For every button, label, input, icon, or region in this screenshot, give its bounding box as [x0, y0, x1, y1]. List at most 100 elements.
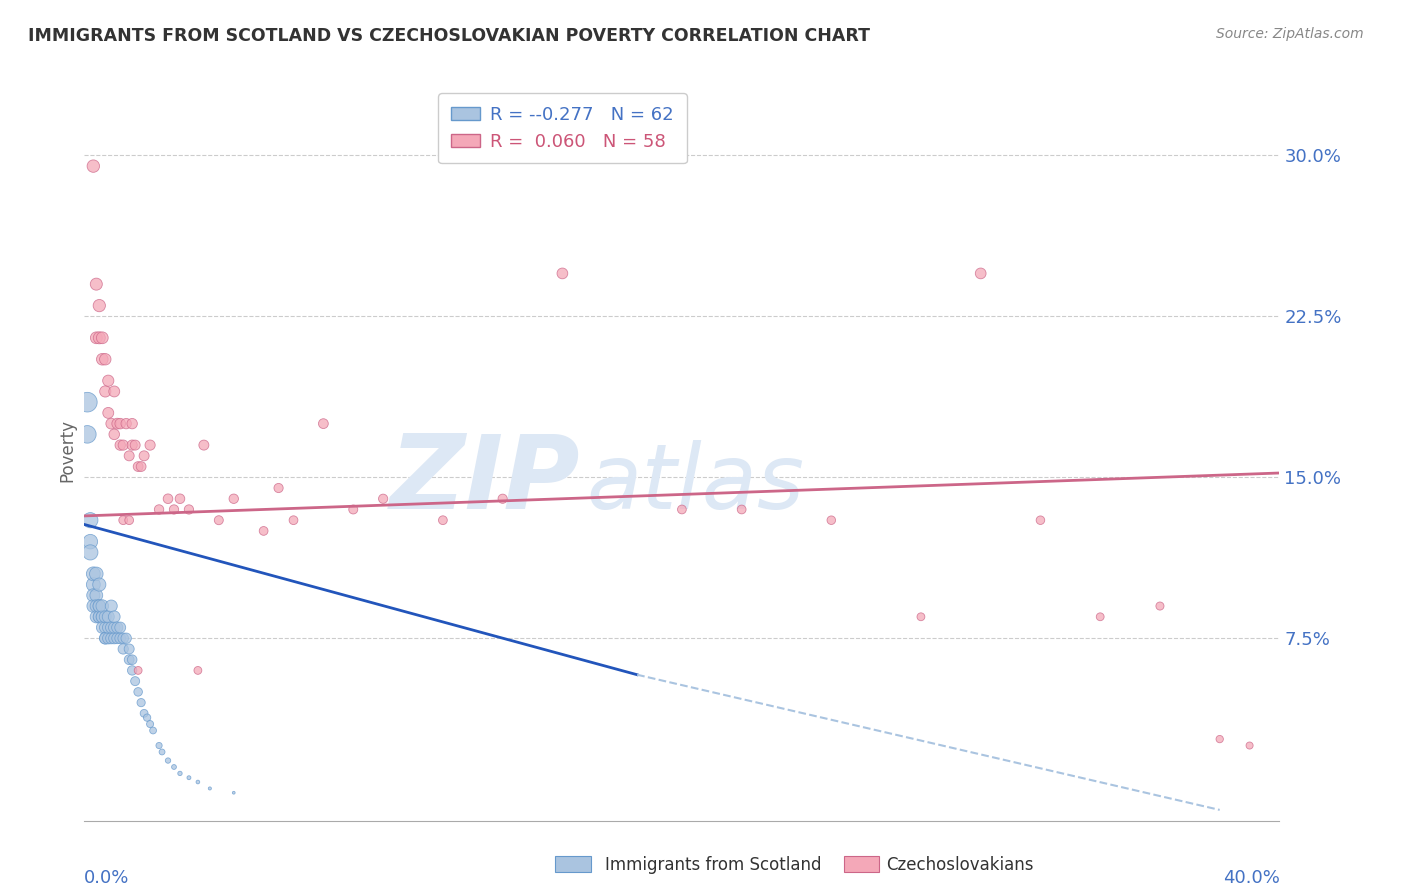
Point — [89, 609, 111, 624]
Text: 40.0%: 40.0% — [1223, 869, 1279, 887]
Point — [222, 786, 245, 800]
Point — [342, 502, 364, 516]
Point — [103, 427, 125, 442]
Point — [89, 609, 111, 624]
Point — [110, 417, 132, 431]
Point — [169, 766, 191, 780]
Point — [82, 566, 104, 581]
Point — [148, 739, 170, 753]
Text: Czechoslovakians: Czechoslovakians — [886, 856, 1033, 874]
Point — [283, 513, 305, 527]
Point — [115, 417, 138, 431]
Point — [97, 374, 120, 388]
Point — [91, 599, 114, 613]
Legend: R = --0.277   N = 62, R =  0.060   N = 58: R = --0.277 N = 62, R = 0.060 N = 58 — [439, 93, 686, 163]
Point — [177, 771, 200, 785]
Point — [118, 449, 141, 463]
Point — [910, 609, 932, 624]
Point — [373, 491, 395, 506]
Point — [94, 609, 117, 624]
Point — [82, 599, 104, 613]
Point — [142, 723, 165, 738]
Point — [76, 427, 98, 442]
Point — [208, 513, 231, 527]
Point — [127, 685, 149, 699]
Point — [112, 632, 135, 646]
Point — [124, 674, 146, 689]
Point — [94, 632, 117, 646]
Point — [91, 620, 114, 634]
FancyBboxPatch shape — [844, 856, 879, 872]
Point — [551, 267, 574, 281]
Point — [127, 664, 149, 678]
Point — [110, 620, 132, 634]
Point — [105, 417, 128, 431]
Point — [100, 417, 122, 431]
Text: 0.0%: 0.0% — [84, 869, 129, 887]
Point — [79, 513, 101, 527]
Point — [112, 513, 135, 527]
Point — [89, 599, 111, 613]
Point — [94, 620, 117, 634]
Point — [118, 642, 141, 657]
Point — [1090, 609, 1112, 624]
Point — [118, 513, 141, 527]
Point — [103, 384, 125, 399]
Text: ZIP: ZIP — [389, 430, 581, 531]
Point — [312, 417, 335, 431]
Point — [124, 438, 146, 452]
Point — [132, 706, 156, 721]
Point — [86, 277, 108, 292]
Point — [731, 502, 754, 516]
Point — [100, 599, 122, 613]
FancyBboxPatch shape — [555, 856, 591, 872]
Point — [91, 331, 114, 345]
Point — [97, 406, 120, 420]
Point — [222, 491, 245, 506]
Point — [86, 609, 108, 624]
Point — [86, 588, 108, 602]
Point — [82, 159, 104, 173]
Point — [82, 577, 104, 591]
Text: Immigrants from Scotland: Immigrants from Scotland — [605, 856, 821, 874]
Point — [1209, 732, 1232, 747]
Point — [150, 745, 173, 759]
Point — [198, 781, 221, 796]
Point — [89, 577, 111, 591]
Point — [163, 760, 186, 774]
Point — [139, 438, 162, 452]
Text: atlas: atlas — [586, 440, 804, 528]
Point — [103, 609, 125, 624]
Point — [97, 620, 120, 634]
Point — [79, 534, 101, 549]
Point — [105, 620, 128, 634]
Point — [129, 696, 152, 710]
Point — [105, 632, 128, 646]
Point — [103, 632, 125, 646]
Point — [1029, 513, 1052, 527]
Point — [110, 632, 132, 646]
Point — [112, 642, 135, 657]
Point — [157, 754, 180, 768]
Point — [187, 664, 209, 678]
Point — [115, 632, 138, 646]
Text: IMMIGRANTS FROM SCOTLAND VS CZECHOSLOVAKIAN POVERTY CORRELATION CHART: IMMIGRANTS FROM SCOTLAND VS CZECHOSLOVAK… — [28, 27, 870, 45]
Point — [91, 609, 114, 624]
Point — [103, 620, 125, 634]
Point — [267, 481, 290, 495]
Point — [671, 502, 693, 516]
Point — [100, 620, 122, 634]
Point — [157, 491, 180, 506]
Point — [148, 502, 170, 516]
Point — [91, 352, 114, 367]
Point — [492, 491, 515, 506]
Point — [127, 459, 149, 474]
Point — [76, 395, 98, 409]
Point — [177, 502, 200, 516]
Point — [97, 632, 120, 646]
Point — [132, 449, 156, 463]
Point — [79, 545, 101, 559]
Point — [97, 609, 120, 624]
Point — [136, 711, 159, 725]
Point — [820, 513, 842, 527]
